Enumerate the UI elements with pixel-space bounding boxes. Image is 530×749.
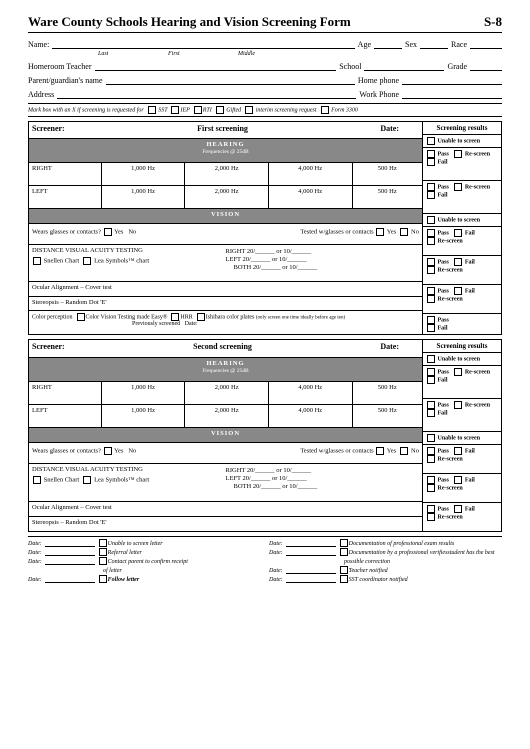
middle-sublabel: Middle xyxy=(238,51,308,57)
age-blank[interactable] xyxy=(374,39,402,49)
name-blank[interactable] xyxy=(52,39,354,49)
results-vis3: Pass Fail Re-screen xyxy=(423,284,501,313)
age-label: Age xyxy=(358,40,371,49)
hearing-band: HEARINGFrequencies @ 25dB xyxy=(29,139,423,163)
opt-rti: RTI xyxy=(203,107,212,113)
color-row: Color perception Color Vision Testing ma… xyxy=(29,311,423,335)
last-sublabel: Last xyxy=(98,51,168,57)
homephone-blank[interactable] xyxy=(402,75,502,85)
page: Ware County Schools Hearing and Vision S… xyxy=(0,0,530,597)
form-code: S-8 xyxy=(484,14,502,30)
date-label: Date: xyxy=(380,124,399,133)
race-blank[interactable] xyxy=(470,39,502,49)
left-label: LEFT xyxy=(29,185,102,208)
freq-2000: 2,000 Hz xyxy=(185,162,269,185)
address-blank[interactable] xyxy=(57,89,356,99)
results-right: Pass Re-screen Fail xyxy=(423,147,501,180)
parent-label: Parent/guardian's name xyxy=(28,76,103,85)
screener-label: Screener: xyxy=(32,124,65,133)
opt-interim: interim screening request xyxy=(256,107,317,113)
parent-line: Parent/guardian's name Home phone xyxy=(28,75,502,85)
checkbox-iep[interactable] xyxy=(171,106,179,114)
second-header: Screener: Second screening Date: xyxy=(29,340,423,358)
race-label: Race xyxy=(451,40,467,49)
first-screening-table: Screener: First screening Date: Screenin… xyxy=(28,121,502,335)
first-sublabel: First xyxy=(168,51,238,57)
cb-fail-l[interactable] xyxy=(427,191,435,199)
markbox-lead: Mark box with an X if screening is reque… xyxy=(28,107,144,113)
results-vis2: Pass Fail Re-screen xyxy=(423,255,501,284)
first-title: First screening xyxy=(197,124,248,133)
freq-4000: 4,000 Hz xyxy=(268,162,352,185)
checkbox-3300[interactable] xyxy=(321,106,329,114)
results-vis4: Pass Fail xyxy=(423,313,501,334)
ocular-row: Ocular Alignment – Cover test xyxy=(29,281,423,296)
opt-gifted: Gifted xyxy=(226,107,241,113)
page-title: Ware County Schools Hearing and Vision S… xyxy=(28,14,351,30)
cb-pass-r[interactable] xyxy=(427,150,435,158)
opt-sst: SST xyxy=(158,107,167,113)
first-header: Screener: First screening Date: xyxy=(29,122,423,139)
cb-unable[interactable] xyxy=(427,137,435,145)
checkbox-interim[interactable] xyxy=(245,106,253,114)
results-vis1: Pass Fail Re-screen xyxy=(423,226,501,255)
name-sublabels: Last First Middle xyxy=(28,51,502,57)
cb-vis-unable[interactable] xyxy=(427,216,435,224)
freq-500: 500 Hz xyxy=(352,162,422,185)
stereopsis-row: Stereopsis – Random Dot 'E' xyxy=(29,296,423,311)
vision-acuity: DISTANCE VISUAL ACUITY TESTING Snellen C… xyxy=(29,244,423,281)
grade-label: Grade xyxy=(447,62,467,71)
name-label: Name: xyxy=(28,40,49,49)
homeroom-label: Homeroom Teacher xyxy=(28,62,92,71)
grade-blank[interactable] xyxy=(470,61,502,71)
cb-rescreen-r[interactable] xyxy=(454,150,462,158)
sex-blank[interactable] xyxy=(420,39,448,49)
homephone-label: Home phone xyxy=(358,76,399,85)
second-results-col: Screening results Unable to screen Pass … xyxy=(423,340,502,532)
workphone-blank[interactable] xyxy=(402,89,502,99)
freq-1000: 1,000 Hz xyxy=(101,162,185,185)
opt-iep: IEP xyxy=(180,107,189,113)
cb-fail-r[interactable] xyxy=(427,158,435,166)
opt-3300: Form 3300 xyxy=(331,107,358,113)
vision-band: VISION xyxy=(29,208,423,223)
school-blank[interactable] xyxy=(364,61,444,71)
second-title: Second screening xyxy=(193,342,252,351)
bottom-dates: Date:Unable to screen letter Date:Docume… xyxy=(28,536,502,583)
results-unable: Unable to screen xyxy=(423,135,501,147)
title-row: Ware County Schools Hearing and Vision S… xyxy=(28,14,502,33)
checkbox-gifted[interactable] xyxy=(216,106,224,114)
parent-blank[interactable] xyxy=(106,75,355,85)
cb-rescreen-l[interactable] xyxy=(454,183,462,191)
name-line: Name: Age Sex Race xyxy=(28,39,502,49)
checkbox-rti[interactable] xyxy=(194,106,202,114)
distance-label: DISTANCE VISUAL ACUITY TESTING xyxy=(32,247,226,254)
right-label: RIGHT xyxy=(29,162,102,185)
results-vis-unable: Unable to screen xyxy=(423,213,501,226)
homeroom-blank[interactable] xyxy=(95,61,337,71)
vision-wears: Wears glasses or contacts? Yes No Tested… xyxy=(29,223,423,244)
second-screening-table: Screener: Second screening Date: Screeni… xyxy=(28,339,502,532)
results-left: Pass Re-screen Fail xyxy=(423,180,501,213)
markbox-row: Mark box with an X if screening is reque… xyxy=(28,103,502,117)
results-title: Screening results xyxy=(423,122,501,135)
school-label: School xyxy=(339,62,361,71)
checkbox-sst[interactable] xyxy=(148,106,156,114)
workphone-label: Work Phone xyxy=(359,90,399,99)
sex-label: Sex xyxy=(405,40,417,49)
address-line: Address Work Phone xyxy=(28,89,502,99)
first-results-col: Screening results Unable to screen Pass … xyxy=(423,122,502,335)
cb-pass-l[interactable] xyxy=(427,183,435,191)
address-label: Address xyxy=(28,90,54,99)
homeroom-line: Homeroom Teacher School Grade xyxy=(28,61,502,71)
